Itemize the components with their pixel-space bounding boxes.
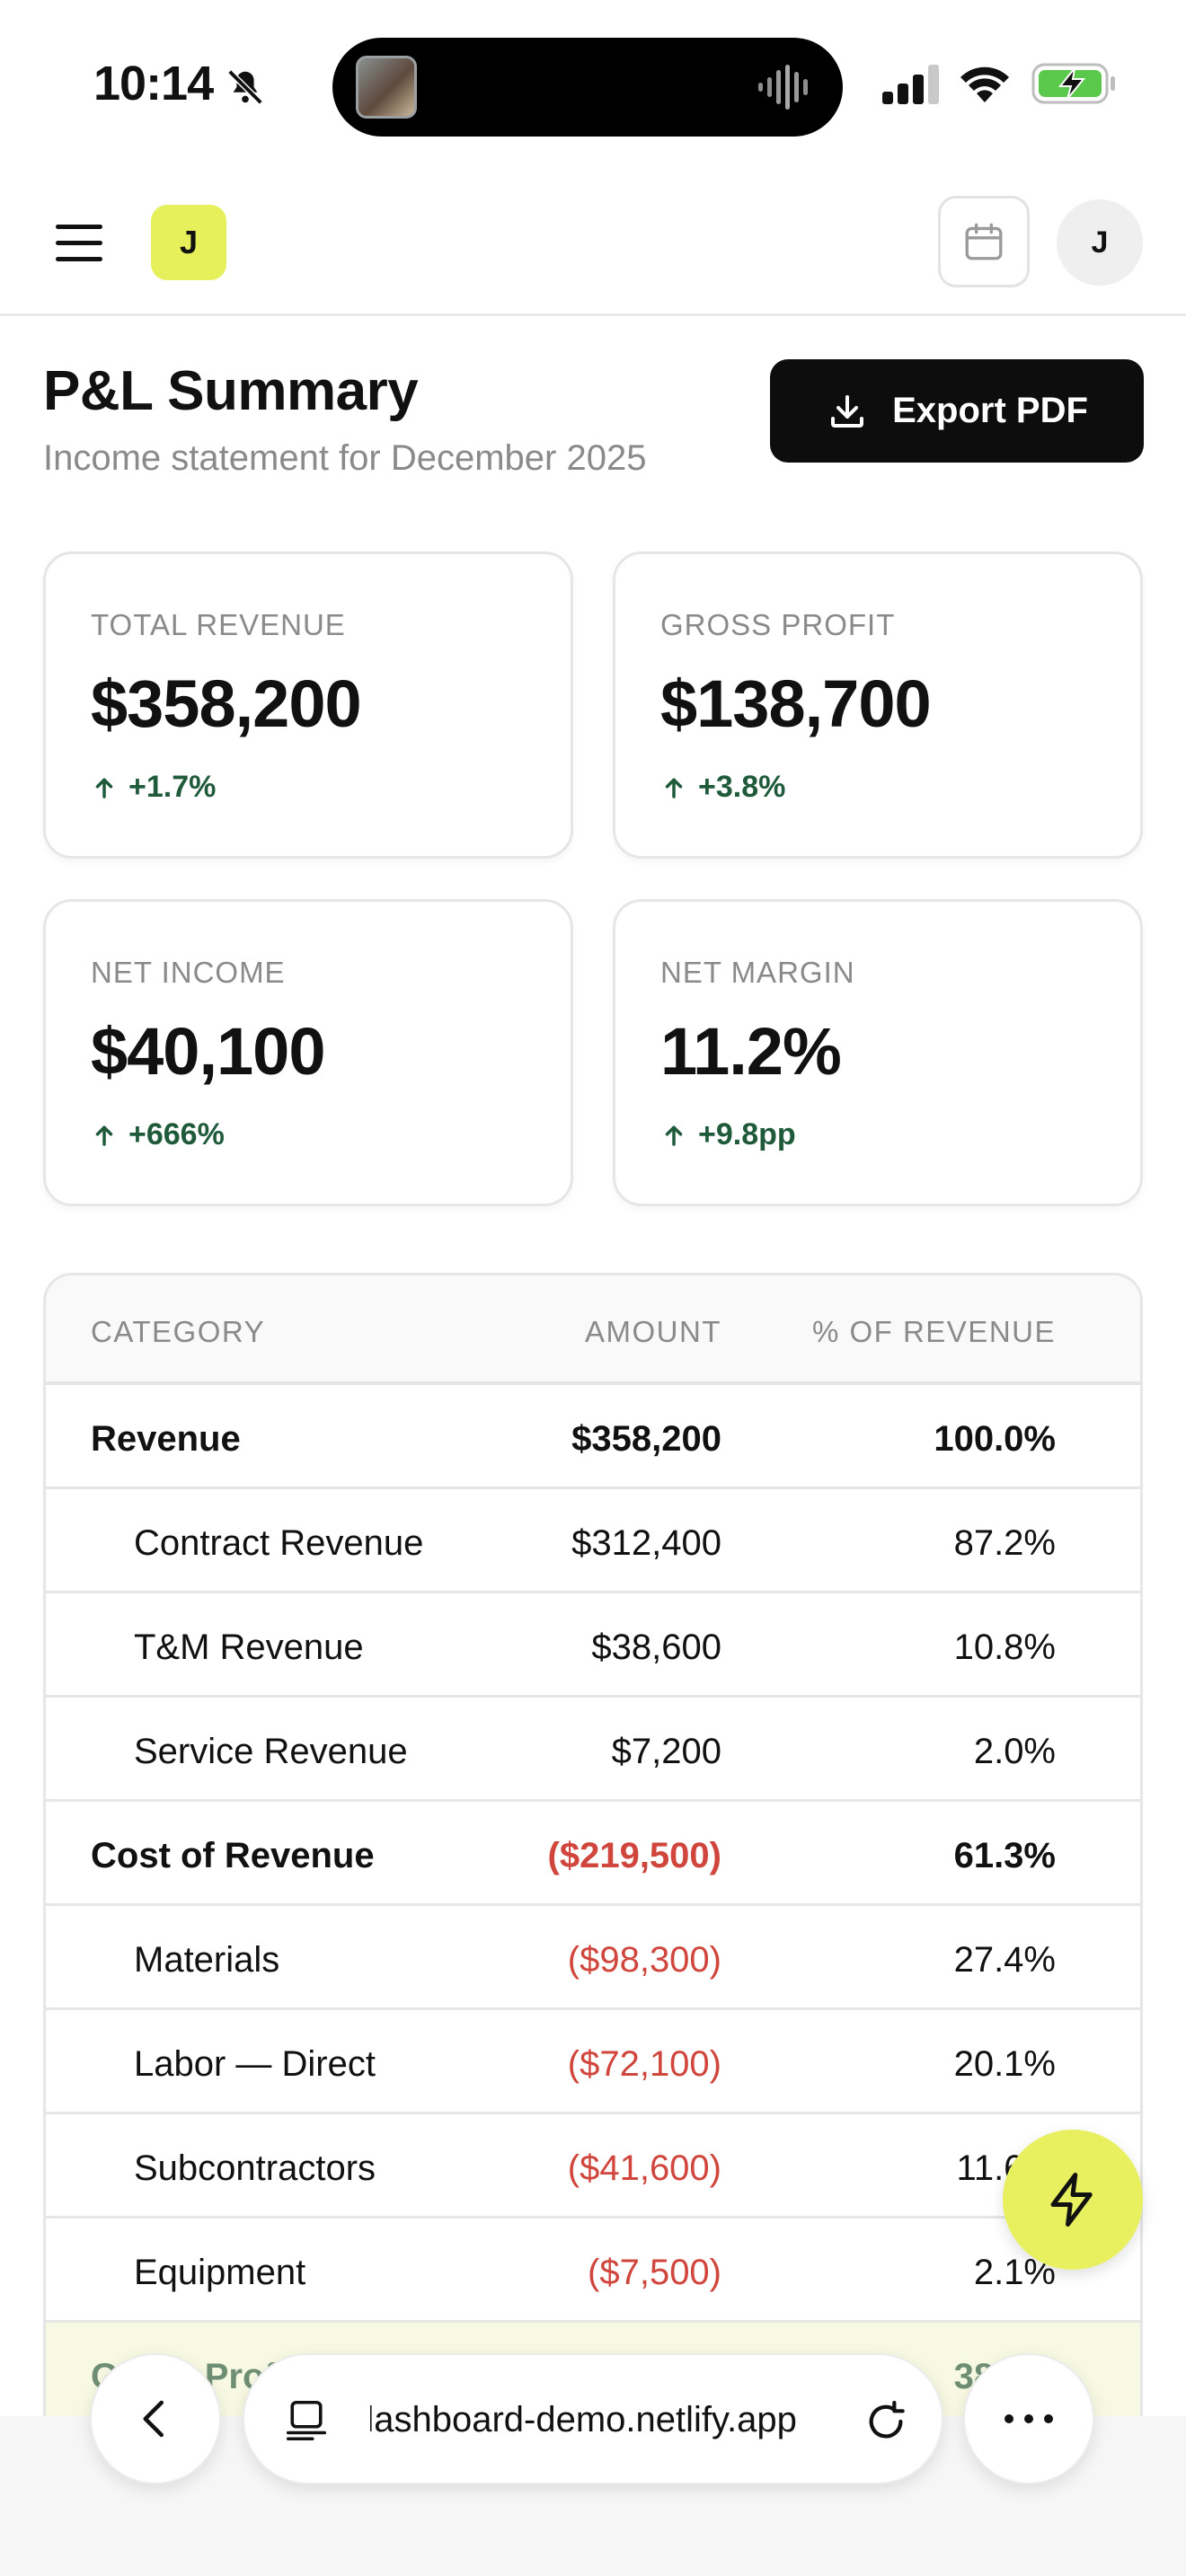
- tab-overview-icon[interactable]: [282, 2396, 331, 2445]
- row-category: Labor — Direct: [134, 2044, 376, 2084]
- kpi-value: $358,200: [91, 666, 362, 741]
- kpi-value: $40,100: [91, 1014, 325, 1089]
- table-row: T&M Revenue $38,600 10.8%: [46, 1593, 1140, 1698]
- export-pdf-label: Export PDF: [892, 391, 1088, 430]
- table-row: Equipment ($7,500) 2.1%: [46, 2219, 1140, 2323]
- row-amount: $358,200: [571, 1419, 721, 1459]
- row-amount: ($7,500): [588, 2253, 721, 2292]
- row-category: Revenue: [91, 1419, 241, 1459]
- row-category: Service Revenue: [134, 1732, 408, 1771]
- row-pct: 20.1%: [953, 2044, 1056, 2084]
- table-row: Revenue $358,200 100.0%: [46, 1385, 1140, 1489]
- row-amount: $38,600: [591, 1628, 721, 1667]
- chevron-left-icon: [143, 2400, 164, 2438]
- wifi-icon: [960, 66, 1009, 102]
- row-pct: 61.3%: [953, 1836, 1056, 1875]
- row-category: Materials: [134, 1940, 280, 1980]
- kpi-label: GROSS PROFIT: [660, 608, 896, 641]
- audio-waveform-icon: [758, 65, 808, 110]
- lightning-bolt-icon: [1050, 2173, 1093, 2227]
- pl-table: CATEGORY AMOUNT % OF REVENUE Revenue $35…: [43, 1273, 1143, 2440]
- address-bar[interactable]: dashboard-demo.netlify.app: [243, 2353, 943, 2484]
- row-amount: $7,200: [611, 1732, 721, 1771]
- row-category: Equipment: [134, 2253, 306, 2292]
- column-header-category[interactable]: CATEGORY: [91, 1315, 266, 1348]
- quick-action-button[interactable]: [1003, 2130, 1143, 2270]
- browser-more-button[interactable]: [963, 2353, 1094, 2484]
- row-pct: 2.0%: [973, 1732, 1056, 1771]
- battery-charging-icon: [1031, 63, 1115, 104]
- hamburger-menu-icon[interactable]: [56, 223, 106, 264]
- kpi-delta: +3.8%: [660, 770, 785, 805]
- export-pdf-button[interactable]: Export PDF: [770, 359, 1144, 463]
- kpi-label: NET INCOME: [91, 956, 286, 989]
- row-category: Contract Revenue: [134, 1523, 424, 1563]
- more-horizontal-icon: [1005, 2414, 1053, 2423]
- table-row: Subcontractors ($41,600) 11.6%: [46, 2114, 1140, 2219]
- table-row: Labor — Direct ($72,100) 20.1%: [46, 2010, 1140, 2114]
- row-amount: ($219,500): [547, 1836, 721, 1875]
- kpi-value: $138,700: [660, 666, 932, 741]
- row-pct: 100.0%: [934, 1419, 1056, 1459]
- table-row: Service Revenue $7,200 2.0%: [46, 1698, 1140, 1802]
- arrow-up-icon: [95, 1125, 113, 1146]
- table-row: Materials ($98,300) 27.4%: [46, 1906, 1140, 2010]
- page-title: P&L Summary: [43, 360, 419, 422]
- now-playing-artwork: [356, 56, 417, 119]
- workspace-logo[interactable]: J: [151, 205, 226, 280]
- row-amount: $312,400: [571, 1523, 721, 1563]
- kpi-value: 11.2%: [660, 1014, 842, 1089]
- column-header-pct[interactable]: % OF REVENUE: [811, 1315, 1056, 1348]
- download-icon: [831, 394, 864, 428]
- app-header: J J: [0, 171, 1186, 316]
- arrow-up-icon: [95, 778, 113, 798]
- arrow-up-icon: [665, 778, 683, 798]
- kpi-delta: +9.8pp: [660, 1117, 796, 1152]
- kpi-card-net-income: NET INCOME $40,100 +666%: [43, 899, 573, 1206]
- row-pct: 10.8%: [953, 1628, 1056, 1667]
- status-bar: 10:14: [0, 0, 1186, 171]
- dynamic-island[interactable]: [332, 38, 843, 137]
- row-category: Subcontractors: [134, 2148, 376, 2188]
- column-header-amount[interactable]: AMOUNT: [585, 1315, 721, 1348]
- row-category: Cost of Revenue: [91, 1836, 375, 1875]
- calendar-icon: [965, 223, 1003, 260]
- kpi-delta: +1.7%: [91, 770, 216, 805]
- user-avatar[interactable]: J: [1057, 199, 1143, 286]
- kpi-card-gross-profit: GROSS PROFIT $138,700 +3.8%: [613, 551, 1143, 859]
- row-amount: ($72,100): [567, 2044, 721, 2084]
- table-header: CATEGORY AMOUNT % OF REVENUE: [46, 1275, 1140, 1385]
- row-amount: ($98,300): [567, 1940, 721, 1980]
- page-subtitle: Income statement for December 2025: [43, 438, 647, 478]
- url-text[interactable]: dashboard-demo.netlify.app: [370, 2400, 797, 2439]
- table-row: Contract Revenue $312,400 87.2%: [46, 1489, 1140, 1593]
- row-pct: 27.4%: [953, 1940, 1056, 1980]
- row-pct: 87.2%: [953, 1523, 1056, 1563]
- table-row: Cost of Revenue ($219,500) 61.3%: [46, 1802, 1140, 1906]
- kpi-delta: +666%: [91, 1117, 225, 1152]
- bell-muted-icon: [227, 69, 263, 105]
- kpi-card-total-revenue: TOTAL REVENUE $358,200 +1.7%: [43, 551, 573, 859]
- browser-back-button[interactable]: [90, 2353, 221, 2484]
- row-category: T&M Revenue: [134, 1628, 364, 1667]
- cellular-signal-icon: [882, 65, 939, 104]
- kpi-label: TOTAL REVENUE: [91, 608, 346, 641]
- status-time: 10:14: [93, 57, 214, 110]
- row-amount: ($41,600): [567, 2148, 721, 2188]
- reload-icon[interactable]: [861, 2396, 911, 2447]
- kpi-label: NET MARGIN: [660, 956, 855, 989]
- arrow-up-icon: [665, 1125, 683, 1146]
- kpi-card-net-margin: NET MARGIN 11.2% +9.8pp: [613, 899, 1143, 1206]
- calendar-button[interactable]: [938, 196, 1030, 287]
